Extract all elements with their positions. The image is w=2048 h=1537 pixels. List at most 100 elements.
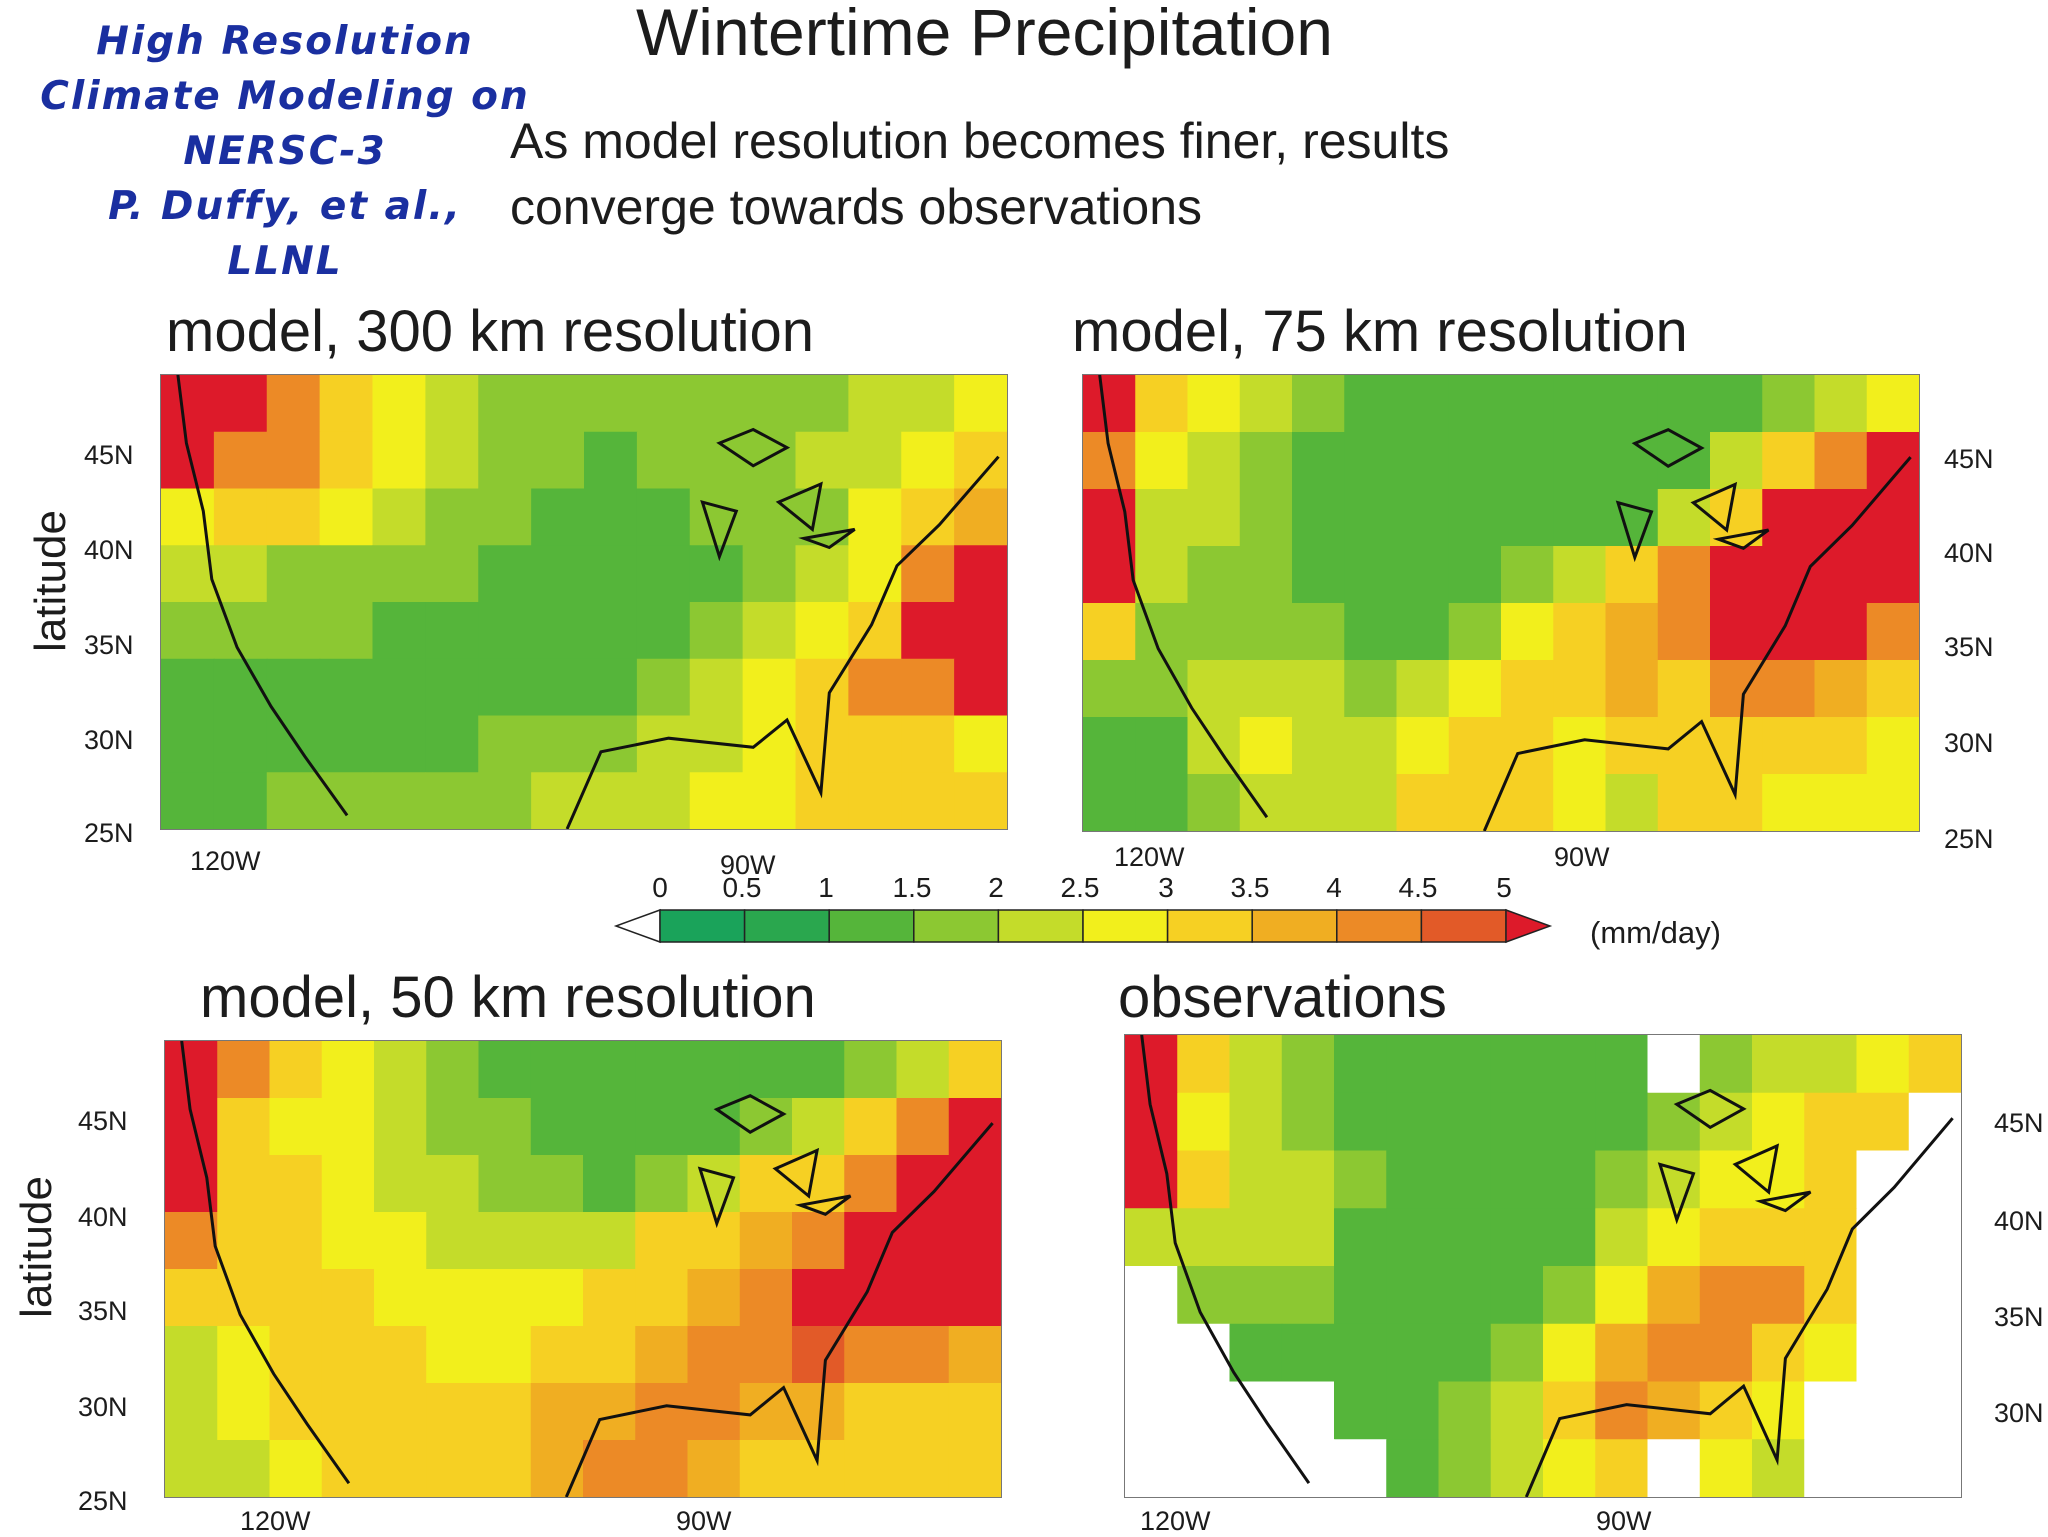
heatmap-cell: [1490, 1439, 1544, 1497]
heatmap-cell: [1448, 603, 1502, 661]
lat-tick: 45N: [1994, 1108, 2044, 1138]
heatmap-cell: [848, 375, 902, 433]
heatmap-cell: [478, 1155, 532, 1213]
credit-line: High Resolution: [96, 19, 474, 64]
heatmap-cell: [1501, 432, 1554, 490]
heatmap-cell: [848, 431, 902, 490]
heatmap-cell: [1501, 717, 1554, 775]
heatmap-cell-nodata: [1908, 1323, 1961, 1383]
heatmap-cell-nodata: [1856, 1439, 1910, 1497]
heatmap-cell: [848, 658, 902, 717]
heatmap-cell: [1866, 375, 1919, 433]
heatmap-cell: [530, 1098, 584, 1156]
colorbar-swatch: [1420, 909, 1507, 943]
heatmap-cell: [269, 1041, 323, 1099]
heatmap-cell: [636, 658, 691, 717]
heatmap-cell: [636, 488, 691, 546]
heatmap-75km: [1082, 374, 1920, 832]
heatmap-cell: [583, 1383, 636, 1441]
heatmap-cell: [1866, 774, 1919, 831]
heatmap-cell: [1386, 1381, 1440, 1440]
heatmap-cell: [1125, 1092, 1178, 1152]
heatmap-cell: [1814, 375, 1868, 433]
heatmap-cell: [689, 658, 744, 717]
heatmap-cell: [1135, 546, 1189, 604]
colorbar-swatch: [743, 909, 830, 943]
heatmap-cell: [425, 658, 479, 717]
heatmap-cell: [1125, 1035, 1178, 1094]
heatmap-cell: [321, 1440, 375, 1497]
heatmap-cell: [478, 1383, 532, 1441]
heatmap-cell: [742, 715, 797, 773]
heatmap-cell: [954, 772, 1007, 829]
heatmap-cell: [1866, 432, 1919, 490]
heatmap-cell: [425, 602, 479, 660]
heatmap-cell: [584, 715, 638, 773]
heatmap-cell: [742, 545, 797, 603]
heatmap-cell: [321, 1326, 375, 1384]
heatmap-cell: [1334, 1092, 1387, 1152]
heatmap-cell: [844, 1383, 898, 1441]
panel-title-50km: model, 50 km resolution: [200, 965, 816, 1030]
heatmap-cell: [1762, 375, 1816, 433]
lat-tick: 45N: [84, 440, 134, 470]
heatmap-cell: [1710, 660, 1763, 718]
heatmap-cell: [1605, 432, 1659, 490]
heatmap-cell: [1543, 1439, 1596, 1497]
heatmap-cell: [374, 1041, 427, 1099]
heatmap-cell: [1543, 1092, 1596, 1152]
heatmap-cell: [687, 1098, 741, 1156]
heatmap-cell: [844, 1440, 898, 1497]
credit-line: LLNL: [227, 239, 343, 284]
heatmap-cell: [1292, 660, 1345, 718]
colorbar-swatch: [997, 909, 1084, 943]
heatmap-cell: [1187, 774, 1241, 831]
heatmap-cell: [1239, 774, 1293, 831]
heatmap-cell: [478, 375, 532, 433]
heatmap-cell: [1281, 1266, 1335, 1325]
heatmap-cell: [269, 1155, 323, 1213]
heatmap-cell: [1229, 1323, 1283, 1383]
colorbar-swatch: [1251, 909, 1338, 943]
credit-line: NERSC-3: [183, 129, 387, 174]
heatmap-cell: [1083, 717, 1136, 775]
slide-subtitle: As model resolution becomes finer, resul…: [510, 108, 1710, 240]
heatmap-cell: [1386, 1092, 1440, 1152]
heatmap-cell: [1501, 603, 1554, 661]
heatmap-cell: [848, 488, 902, 546]
heatmap-cell: [1448, 660, 1502, 718]
heatmap-cell: [948, 1326, 1001, 1384]
heatmap-cell: [321, 1155, 375, 1213]
heatmap-cell: [1804, 1150, 1858, 1209]
heatmap-cell: [1177, 1035, 1231, 1094]
heatmap-cell-nodata: [1908, 1092, 1961, 1152]
heatmap-cell: [1386, 1208, 1440, 1267]
heatmap-cell: [319, 545, 374, 603]
colorbar-tick: 5: [1496, 872, 1512, 903]
heatmap-cell: [635, 1212, 689, 1270]
heatmap-cell: [583, 1155, 636, 1213]
heatmap-cell: [1438, 1381, 1492, 1440]
lat-tick: 40N: [78, 1202, 128, 1232]
heatmap-cell: [426, 1326, 480, 1384]
heatmap-cell: [1083, 774, 1136, 831]
heatmap-cell: [266, 545, 321, 603]
heatmap-cell: [217, 1440, 271, 1497]
heatmap-cell: [161, 772, 215, 829]
heatmap-cell: [217, 1098, 271, 1156]
heatmap-cell: [584, 488, 638, 546]
heatmap-cell: [583, 1212, 636, 1270]
heatmap-cell: [1657, 774, 1711, 831]
heatmap-cell: [1334, 1208, 1387, 1267]
heatmap-cell: [213, 375, 268, 433]
heatmap-cell: [1396, 660, 1450, 718]
heatmap-cell: [636, 772, 691, 829]
heatmap-cell: [795, 431, 849, 490]
heatmap-cell: [1595, 1323, 1649, 1383]
y-axis-label-bottom: latitude: [11, 1176, 61, 1318]
heatmap-cell: [1135, 432, 1189, 490]
heatmap-cell: [954, 545, 1007, 603]
heatmap-cell: [1187, 432, 1241, 490]
credit-block: High Resolution Climate Modeling on NERS…: [20, 14, 550, 289]
heatmap-cell: [1762, 717, 1816, 775]
